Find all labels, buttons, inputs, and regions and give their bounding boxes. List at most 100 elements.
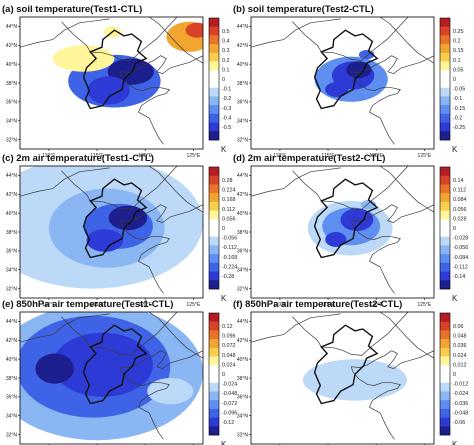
colorbar-tick-label: 0.06 [453,324,464,330]
colorbar-tick-label: 0.28 [222,178,233,184]
colorbar-tick-label: -0.096 [222,410,237,416]
coast-line [20,167,110,197]
colorbar-swatch [440,408,450,418]
colorbar-tick-label: 0.4 [222,39,230,45]
coast-line [119,71,170,145]
lat-tick-label: 36°N [237,395,249,401]
colorbar-tick-label: -0.168 [222,255,237,261]
lat-tick-label: 34°N [237,268,249,274]
colorbar-swatch [440,245,450,255]
coast-line [119,366,170,440]
lat-tick-label: 36°N [6,249,18,255]
colorbar-unit: K [221,440,227,445]
lat-tick-label: 44°N [6,173,18,179]
panel-a: (a) soil temperature(Test1-CTL) 110°E 115°… [2,4,231,159]
field-cell [52,332,153,397]
coast-line [120,204,203,223]
coast-line [351,350,434,369]
colorbar-swatch [440,280,450,290]
colorbar-tick-label: -0.5 [222,125,231,131]
field-cell [87,76,130,105]
colorbar-tick-label: 0.15 [453,48,464,54]
colorbar-swatch [209,417,219,427]
colorbar-swatch [440,26,450,36]
field-cell [147,378,194,405]
colorbar-swatch [440,201,450,211]
lat-tick-label: 42°N [6,43,18,49]
colorbar-swatch [440,426,450,436]
colorbar-tick-label: -0.25 [453,125,465,131]
lat-tick-label: 32°N [237,432,249,438]
coastlines [251,166,434,294]
anomaly-field [307,200,393,256]
coast-line [351,204,434,223]
lon-tick-label: 120°E [369,302,383,308]
field-cell [325,232,347,247]
panel-b: (b) soil temperature(Test2-CTL) 110°E 115°… [233,4,465,159]
colorbar-unit: K [452,440,458,445]
lat-tick-label: 44°N [237,24,249,30]
colorbar-swatch [209,105,219,115]
field-cell [86,229,124,252]
field-cell [185,22,203,38]
lat-tick-label: 32°N [6,432,18,438]
colorbar-swatch [440,391,450,401]
colorbar-tick-label: 0.05 [453,67,464,73]
colorbar-frame [439,17,451,141]
panel-title: (a) soil temperature(Test1-CTL) [2,4,142,15]
colorbar-tick-label: 0.3 [222,48,230,54]
colorbar-swatch [209,175,219,185]
lat-tick-label: 44°N [6,319,18,325]
colorbar-tick-label: 0 [222,77,225,83]
colorbar-tick-label: 0.024 [222,362,236,368]
colorbar-tick-label: -0.036 [453,401,468,407]
lon-tick-label: 110°E [42,153,56,159]
colorbar-tick-label: 0.028 [453,216,467,222]
colorbar-swatch [440,330,450,340]
colorbar-swatch [209,87,219,97]
coast-line [20,313,110,343]
colorbar-swatch [209,131,219,141]
lat-tick-label: 32°N [237,286,249,292]
lon-tick-label: 125°E [418,302,432,308]
basin-boundary [82,324,148,405]
colorbar-tick-label: 0.056 [453,207,467,213]
colorbar-swatch [440,70,450,80]
lon-tick-label: 115°E [321,153,335,159]
colorbar-frame [439,312,451,436]
colorbar-swatch [440,96,450,106]
colorbar-swatch [440,193,450,203]
lat-tick-label: 34°N [6,268,18,274]
colorbar-tick-label: -0.1 [222,87,231,93]
colorbar-tick-label: -0.28 [222,274,234,280]
lon-tick-label: 110°E [42,302,56,308]
lat-tick-label: 38°N [237,230,249,236]
basin-boundary [313,29,379,110]
colorbar-tick-label: -0.056 [222,236,237,242]
lat-tick-label: 40°N [237,211,249,217]
colorbar-tick-label: 0.1 [222,67,230,73]
colorbar-swatch [209,245,219,255]
lat-tick-label: 40°N [6,357,18,363]
colorbar-tick-label: 0.1 [453,58,461,64]
colorbar-unit: K [221,294,227,303]
colorbar-tick-label: -0.12 [222,420,234,426]
lat-tick-label: 34°N [237,414,249,420]
lat-tick-label: 38°N [237,81,249,87]
basin-boundary [313,178,379,259]
colorbar-tick-label: 0.012 [453,362,467,368]
lat-tick-label: 40°N [6,211,18,217]
anomaly-field [52,21,203,108]
coast-line [379,312,434,359]
colorbar-swatch [209,35,219,45]
coastlines [251,17,434,145]
coast-line [119,220,170,294]
anomaly-field [20,312,203,441]
colorbar-tick-label: 0.25 [453,29,464,35]
coast-line [251,167,341,197]
field-cell [35,353,74,384]
coast-line [251,18,341,48]
coast-line [61,166,178,210]
lon-tick-label: 110°E [273,302,287,308]
colorbar-swatch [440,105,450,115]
